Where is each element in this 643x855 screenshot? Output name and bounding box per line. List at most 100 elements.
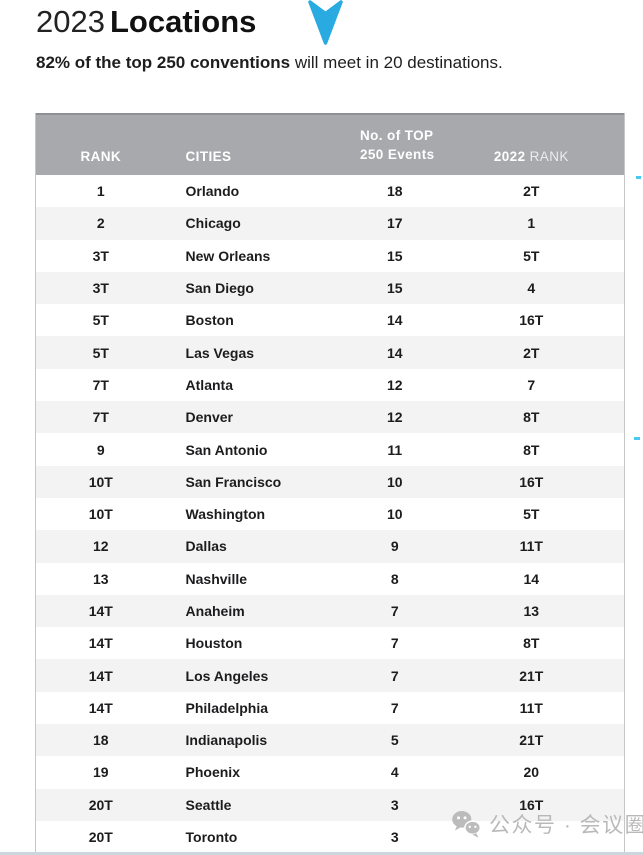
header-2022-rank-year: 2022 [493,149,526,164]
title-year: 2023 [36,4,105,39]
table-row: 1 Orlando 18 2T [36,175,624,207]
cell-events: 15 [386,247,403,264]
header-cities: CITIES [185,149,232,164]
cell-prev-rank: 8T [523,635,540,652]
table-row: 19 Phoenix 4 20 [36,756,624,788]
cell-rank: 5T [92,344,109,361]
cell-rank: 7T [92,409,109,426]
cell-city: Denver [185,409,233,426]
cell-events: 3 [390,796,399,813]
cell-prev-rank: 13 [523,603,540,619]
table-row: 5T Boston 14 16T [36,304,624,336]
cell-city: Atlanta [185,376,233,393]
table-row: 10T Washington 10 5T [36,498,624,530]
cell-city: Los Angeles [185,667,269,684]
cell-events: 4 [390,764,399,781]
cell-events: 7 [390,635,399,652]
table-row: 3T New Orleans 15 5T [36,240,624,272]
subtitle-bold: 82% of the top 250 conventions [36,53,291,72]
cell-events: 8 [390,570,399,587]
header-2022-rank-word: RANK [525,149,569,164]
cell-rank: 10T [88,506,113,523]
cell-city: Toronto [185,829,238,846]
bottom-edge-divider [0,852,643,855]
cell-rank: 14T [88,635,113,652]
table-row: 14T Los Angeles 7 21T [36,659,624,692]
table-header: RANK CITIES No. of TOP 250 Events 2022 R… [36,113,624,175]
cell-prev-rank: 16T [519,312,544,329]
table-row: 9 San Antonio 11 8T [36,433,624,465]
cell-city: Philadelphia [185,699,268,716]
cell-prev-rank: 14 [523,570,540,587]
cell-prev-rank: 2T [523,183,540,200]
header-2022-rank: 2022 RANK [455,149,624,164]
cell-city: Nashville [185,570,248,587]
cell-city: Indianapolis [185,732,268,749]
cell-rank: 12 [92,538,109,555]
cell-prev-rank: 8T [523,409,540,426]
cell-rank: 20T [88,796,113,813]
cell-city: San Francisco [185,473,282,490]
cell-events: 14 [386,312,403,329]
cell-prev-rank: 7 [527,376,536,393]
cell-events: 7 [390,699,399,716]
cell-prev-rank: 21T [519,667,544,684]
table-row: 2 Chicago 17 1 [36,207,624,240]
cell-prev-rank: 11T [519,538,543,555]
table-row: 10T San Francisco 10 16T [36,465,624,498]
cell-rank: 14T [88,699,113,716]
subtitle: 82% of the top 250 conventions will meet… [36,52,503,74]
table-row: 18 Indianapolis 5 21T [36,724,624,757]
cell-rank: 14T [88,603,113,619]
cell-city: Phoenix [185,764,240,781]
cell-rank: 14T [88,667,113,684]
cell-rank: 19 [92,764,109,781]
cell-rank: 1 [96,183,105,200]
selection-handle-icon [636,176,641,179]
table-row: 20T Seattle 3 16T [36,788,624,821]
cell-events: 3 [390,829,399,846]
table-body: 1 Orlando 18 2T 2 Chicago 17 1 3T New Orleans 15 5T… [36,175,624,854]
watermark: 公众号 · 会议圈 [451,809,643,839]
table-row: 7T Atlanta 12 7 [36,369,624,401]
cell-rank: 18 [92,732,109,749]
cell-events: 10 [386,506,403,523]
cell-rank: 9 [96,441,105,458]
cell-prev-rank: 21T [519,732,544,749]
watermark-label: 公众号 · 会议圈 [489,814,643,837]
cell-events: 12 [386,376,403,393]
table-row: 14T Houston 7 8T [36,627,624,659]
subtitle-rest: will meet in 20 destinations. [290,53,503,72]
cell-rank: 2 [96,215,105,232]
cell-events: 5 [390,732,399,749]
cell-prev-rank: 4 [527,280,536,297]
cell-rank: 10T [88,473,113,490]
cell-prev-rank: 16T [519,796,544,813]
cell-rank: 3T [92,280,109,297]
table-row: 13 Nashville 8 14 [36,563,624,595]
cell-events: 9 [390,538,399,555]
cell-events: 15 [386,280,403,297]
title-word: Locations [109,4,257,39]
header-events: No. of TOP 250 Events [335,126,455,164]
cell-city: Dallas [185,538,227,555]
cell-prev-rank: 5T [523,506,540,523]
cell-prev-rank: 2T [523,344,540,361]
table-row: 7T Denver 12 8T [36,401,624,434]
cell-city: Boston [185,312,234,329]
location-pin-icon [308,0,343,45]
cell-prev-rank: 5T [523,247,540,264]
cell-rank: 7T [92,376,109,393]
table-row: 3T San Diego 15 4 [36,271,624,305]
header-rank: RANK [80,149,122,164]
cell-prev-rank: 20 [523,764,540,781]
cell-city: San Diego [185,280,254,297]
selection-handle-icon [634,437,640,440]
table-row: 14T Philadelphia 7 11T [36,692,624,724]
cell-events: 11 [387,441,403,458]
cell-rank: 5T [92,312,109,329]
header-events-line2: 250 Events [359,147,435,162]
cell-city: Washington [185,506,266,523]
cell-events: 10 [386,473,403,490]
header-events-line1: No. of TOP [359,128,434,143]
